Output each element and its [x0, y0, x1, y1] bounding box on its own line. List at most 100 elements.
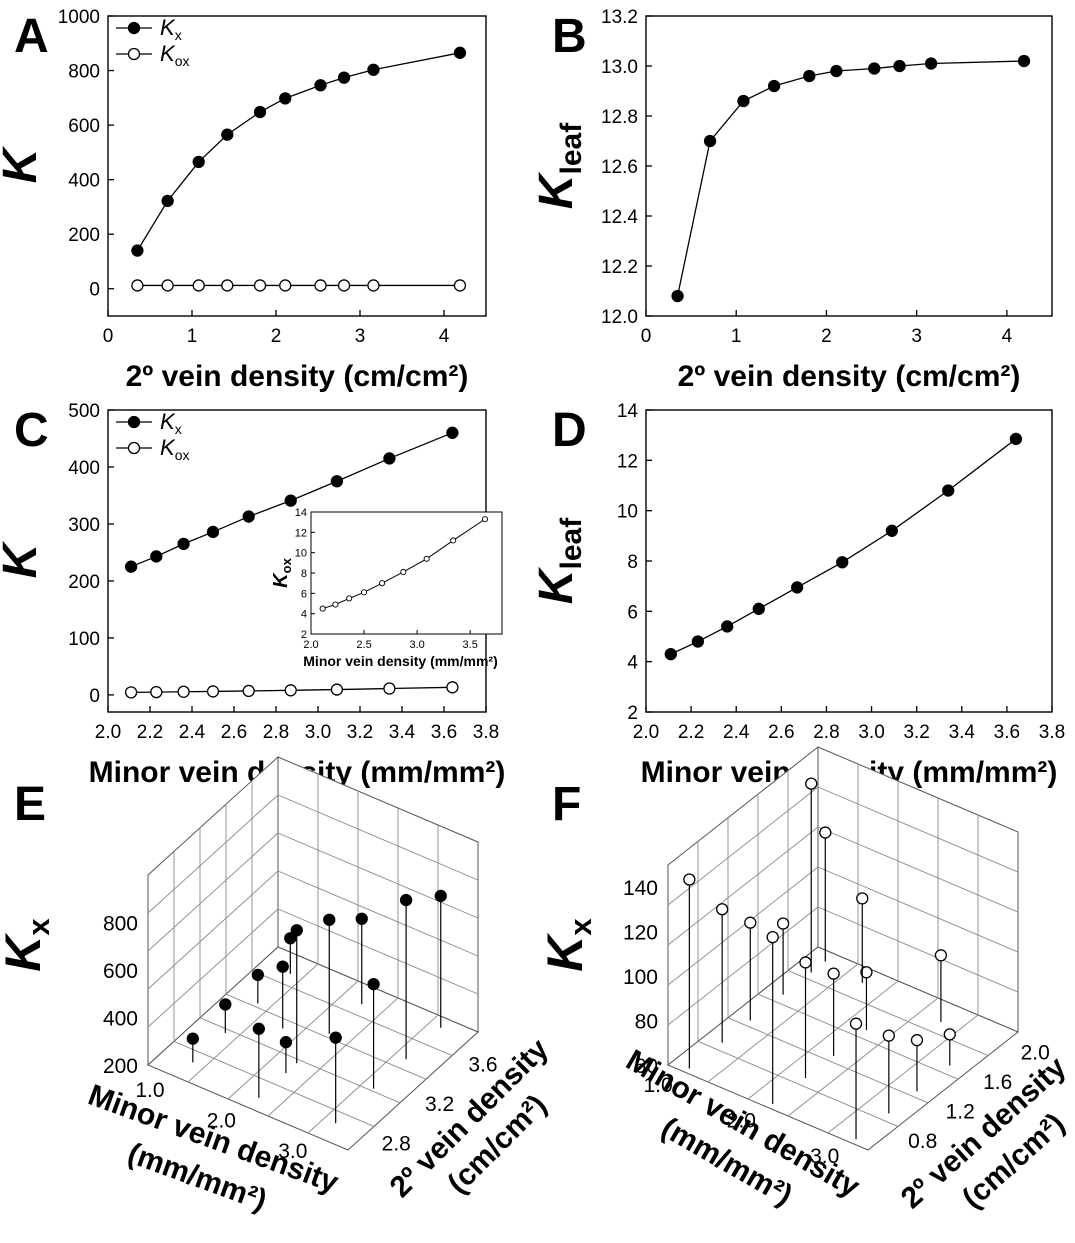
x-tick-label: 2.6 — [768, 722, 794, 743]
wall-grid — [817, 786, 1019, 873]
data-point-E-7 — [355, 912, 368, 925]
x-tick-label: 1 — [731, 326, 742, 347]
inset-y-tick-label: 10 — [295, 548, 307, 560]
z-tick-label: 200 — [103, 1055, 138, 1078]
wall-grid — [277, 870, 479, 957]
wall-grid — [667, 786, 819, 906]
inset-y-tick-label: 14 — [295, 507, 307, 519]
wall-grid — [277, 908, 479, 995]
data-point-C-0-8 — [446, 426, 459, 439]
data-point-E-8 — [186, 1032, 199, 1045]
data-point-F-7 — [860, 966, 873, 979]
floor-grid — [251, 970, 453, 1057]
y-tick-label: 300 — [68, 515, 100, 536]
data-point-A-0-0 — [131, 244, 144, 257]
z-tick-label: 100 — [623, 966, 658, 989]
x-tick-label: 1 — [187, 326, 198, 347]
data-point-E-6 — [323, 913, 336, 926]
data-point-A-1-0 — [131, 279, 144, 292]
second-tick-label: 2.0 — [1021, 1041, 1050, 1064]
data-point-A-0-9 — [453, 46, 467, 59]
x-tick-label: 0 — [641, 326, 652, 347]
plot-frame-B — [645, 15, 1053, 317]
data-point-B-0-4 — [803, 69, 816, 83]
legend-label: Kx — [160, 409, 182, 437]
floor-grid — [697, 1040, 899, 1127]
data-point-F-11 — [776, 917, 790, 930]
data-point-F-8 — [683, 873, 696, 886]
inset-data-point-7 — [450, 537, 457, 544]
data-point-E-3 — [434, 889, 447, 903]
data-point-A-0-8 — [367, 63, 380, 76]
x-tick-label: 2.8 — [263, 722, 289, 743]
panel-F: F6080100120140Kx3.02.01.00.81.21.62.0Min… — [537, 745, 1073, 1215]
x-tick-label: 3.2 — [347, 722, 373, 743]
x-tick-label: 2.0 — [633, 722, 659, 743]
minor-tick-label: 3.0 — [810, 1145, 839, 1168]
data-point-F-9 — [716, 903, 729, 916]
inset-y-axis-title-sub: ox — [279, 557, 294, 573]
z-axis-title-E-main: K — [0, 932, 51, 972]
data-point-F-13 — [819, 826, 832, 839]
data-point-D-0-1 — [691, 635, 705, 648]
x-tick-label: 4 — [439, 326, 450, 347]
data-point-D-0-2 — [721, 620, 734, 633]
panel-A: A 0 1 2 3 4 0 200 400 600 800 1000 2º vein density (… — [0, 7, 487, 393]
data-point-A-1-7 — [337, 279, 351, 292]
panel-letter-B: B — [552, 10, 587, 63]
y-axis-title-C: K — [0, 540, 47, 578]
data-point-C-1-7 — [383, 682, 396, 695]
wall-grid — [147, 794, 279, 914]
floor-grid — [199, 1017, 401, 1104]
x-tick-label: 3.6 — [431, 722, 457, 743]
data-point-C-0-3 — [206, 525, 220, 539]
data-point-C-1-3 — [206, 685, 220, 698]
floor-grid — [225, 993, 427, 1080]
x-tick-label: 2.4 — [179, 722, 206, 743]
data-point-C-0-2 — [177, 537, 190, 551]
x-tick-label: 3.8 — [473, 722, 499, 743]
data-point-C-1-0 — [124, 686, 138, 699]
inset-x-tick-label: 3.5 — [463, 639, 478, 651]
data-point-B-0-1 — [703, 134, 717, 148]
y-tick-label: 600 — [68, 116, 100, 137]
y-axis-title-B: Kleaf — [530, 122, 588, 209]
legend-label-main: K — [160, 15, 176, 40]
data-point-F-4 — [766, 930, 779, 944]
floor-grid — [787, 997, 939, 1117]
data-point-A-0-5 — [279, 92, 292, 105]
inset-y-tick-label: 4 — [301, 609, 307, 621]
y-tick-label: 12 — [617, 451, 638, 472]
data-point-C-0-7 — [383, 452, 396, 465]
data-point-F-3 — [943, 1028, 956, 1041]
data-point-F-10 — [744, 916, 757, 929]
data-point-F-5 — [799, 956, 812, 969]
data-point-A-1-8 — [367, 279, 380, 292]
z-tick-label: 600 — [103, 960, 138, 983]
inset-data-point-4 — [379, 580, 386, 587]
y-tick-label: 8 — [627, 552, 638, 573]
legend-label-sub: ox — [175, 53, 190, 69]
data-point-B-0-6 — [868, 62, 881, 75]
y-axis-title-B-main: K — [530, 171, 583, 209]
data-point-E-2 — [399, 893, 413, 907]
z-axis-title-F-main: K — [537, 932, 593, 972]
y-tick-label: 12.4 — [601, 207, 638, 228]
inset-data-point-6 — [423, 555, 430, 562]
data-point-D-0-6 — [885, 524, 899, 537]
wall-grid — [147, 832, 279, 952]
data-point-D-0-0 — [664, 647, 677, 661]
data-point-A-1-3 — [221, 279, 234, 292]
wall-grid — [817, 826, 1019, 913]
data-point-F-14 — [856, 892, 869, 905]
plot-frame-A — [107, 15, 487, 317]
y-axis-title-A: K — [0, 145, 47, 183]
x-tick-label: 3.4 — [949, 722, 976, 743]
x-tick-label: 3.2 — [903, 722, 929, 743]
wall-grid — [817, 906, 1019, 993]
inset-y-tick-label: 8 — [301, 568, 307, 580]
panel-letter-F: F — [552, 778, 581, 831]
data-point-A-1-5 — [279, 279, 292, 292]
x-tick-label: 2.0 — [95, 722, 121, 743]
